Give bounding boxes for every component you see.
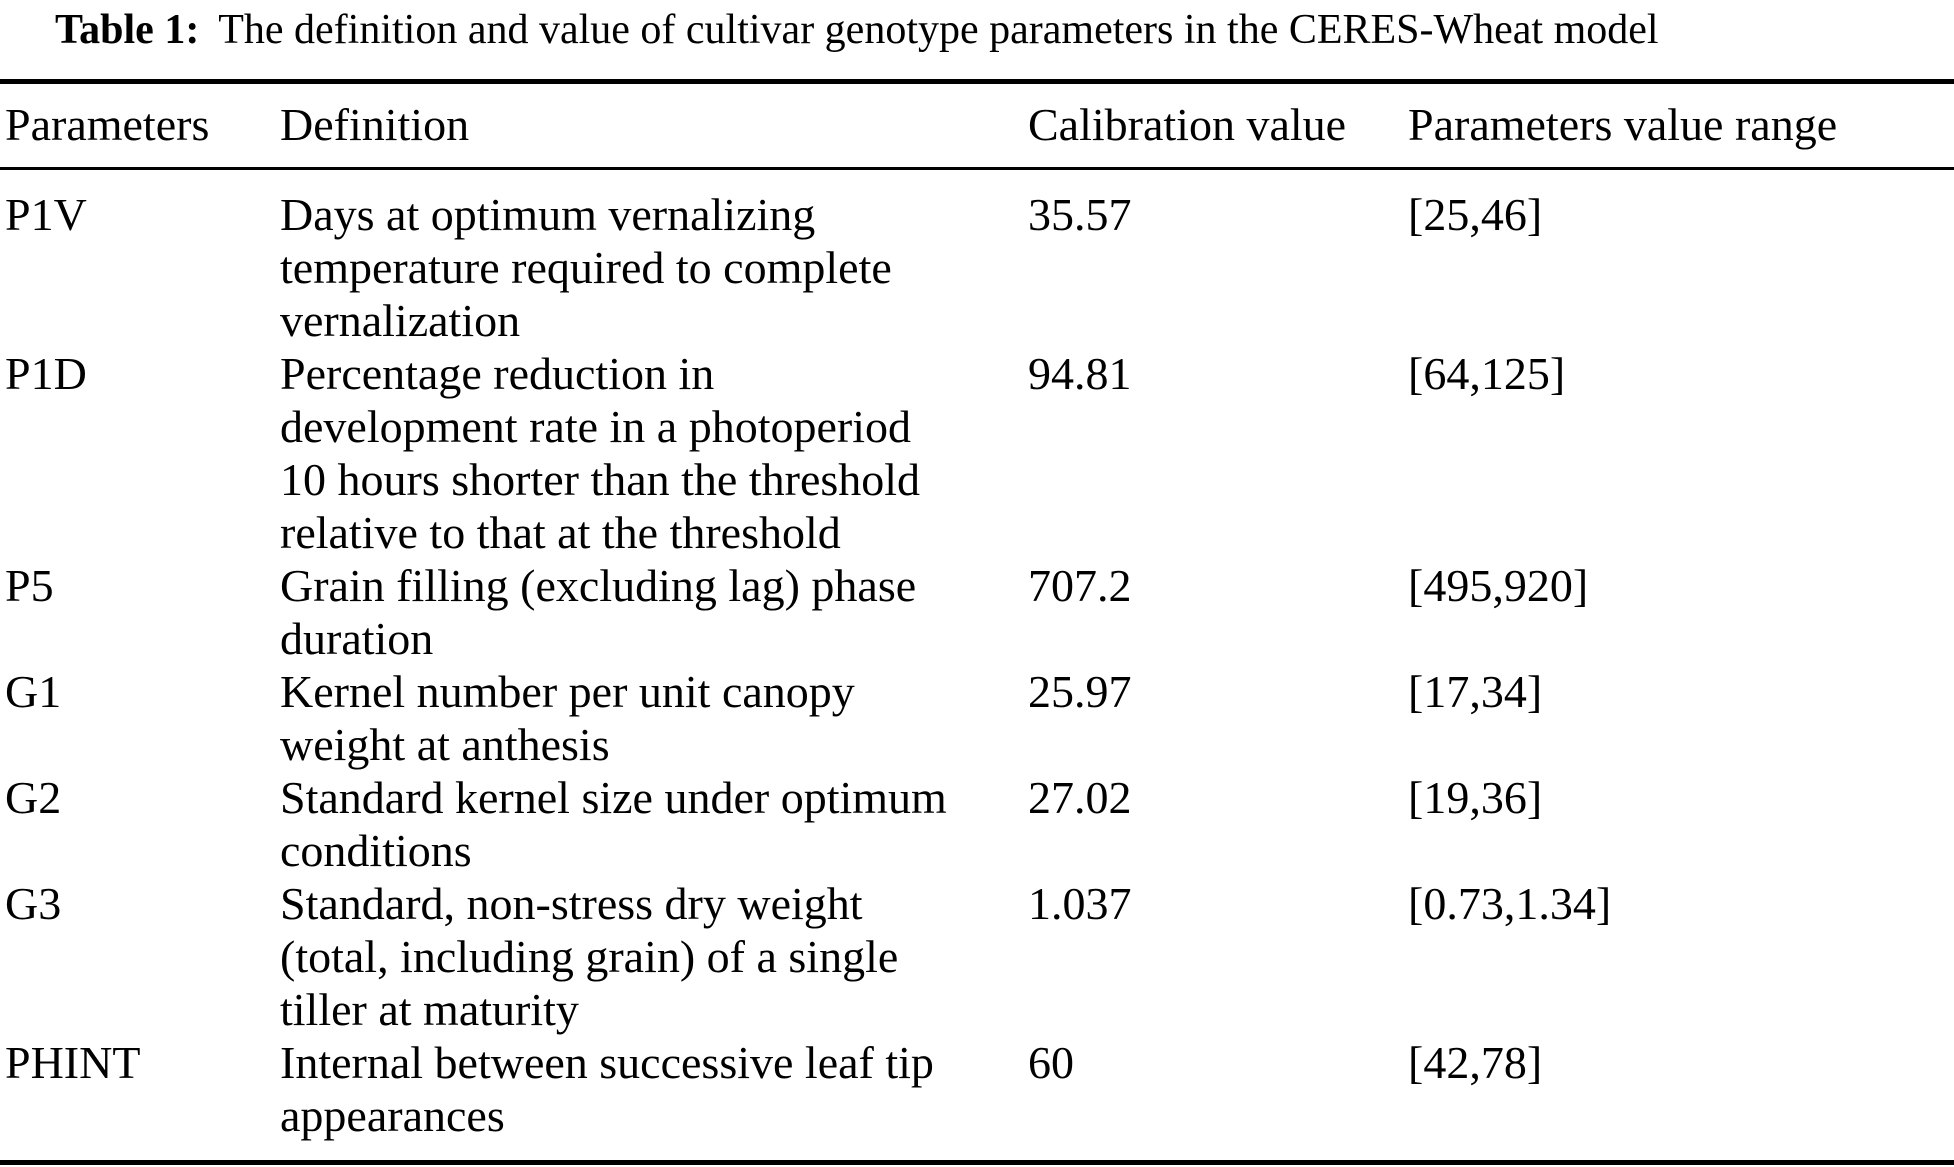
table-row: P5 Grain filling (excluding lag) phase d…	[0, 559, 1954, 665]
table-row: P1V Days at optimum vernalizing temperat…	[0, 169, 1954, 348]
header-calibration-value: Calibration value	[1028, 81, 1408, 170]
table-title: Table 1: The definition and value of cult…	[55, 4, 1954, 56]
parameters-table: Parameters Definition Calibration value …	[0, 79, 1954, 1165]
calibration-value-cell: 1.037	[1028, 878, 1132, 929]
table-row: PHINT Internal between successive leaf t…	[0, 1036, 1954, 1163]
definition-cell: Percentage reduction in development rate…	[280, 348, 921, 558]
value-range-cell: [64,125]	[1408, 348, 1566, 399]
parameter-cell: PHINT	[5, 1037, 141, 1088]
calibration-value-cell: 25.97	[1028, 666, 1132, 717]
definition-cell: Kernel number per unit canopy weight at …	[280, 666, 855, 770]
value-range-cell: [42,78]	[1408, 1037, 1543, 1088]
header-definition: Definition	[280, 81, 1028, 170]
definition-cell: Standard, non-stress dry weight (total, …	[280, 878, 899, 1035]
table-title-label: Table 1:	[55, 7, 200, 53]
calibration-value-cell: 60	[1028, 1037, 1074, 1088]
table-header: Parameters Definition Calibration value …	[0, 81, 1954, 170]
value-range-cell: [17,34]	[1408, 666, 1543, 717]
calibration-value-cell: 94.81	[1028, 348, 1132, 399]
value-range-cell: [19,36]	[1408, 772, 1543, 823]
parameter-cell: P1V	[5, 189, 87, 240]
calibration-value-cell: 707.2	[1028, 560, 1132, 611]
definition-cell: Grain filling (excluding lag) phase dura…	[280, 560, 917, 664]
table-row: G1 Kernel number per unit canopy weight …	[0, 665, 1954, 771]
parameter-cell: G2	[5, 772, 62, 823]
header-row: Parameters Definition Calibration value …	[0, 81, 1954, 170]
header-value-range: Parameters value range	[1408, 81, 1954, 170]
value-range-cell: [495,920]	[1408, 560, 1589, 611]
value-range-cell: [25,46]	[1408, 189, 1543, 240]
parameter-cell: P5	[5, 560, 54, 611]
table-row: G3 Standard, non-stress dry weight (tota…	[0, 877, 1954, 1036]
calibration-value-cell: 27.02	[1028, 772, 1132, 823]
parameter-cell: G3	[5, 878, 62, 929]
table-body: P1V Days at optimum vernalizing temperat…	[0, 169, 1954, 1163]
definition-cell: Standard kernel size under optimum condi…	[280, 772, 947, 876]
table-row: P1D Percentage reduction in development …	[0, 347, 1954, 559]
header-parameters: Parameters	[0, 81, 280, 170]
parameter-cell: P1D	[5, 348, 87, 399]
parameter-cell: G1	[5, 666, 62, 717]
value-range-cell: [0.73,1.34]	[1408, 878, 1612, 929]
definition-cell: Internal between successive leaf tip app…	[280, 1037, 934, 1141]
definition-cell: Days at optimum vernalizing temperature …	[280, 189, 892, 346]
table-row: G2 Standard kernel size under optimum co…	[0, 771, 1954, 877]
calibration-value-cell: 35.57	[1028, 189, 1132, 240]
table-title-text: The definition and value of cultivar gen…	[218, 7, 1659, 53]
